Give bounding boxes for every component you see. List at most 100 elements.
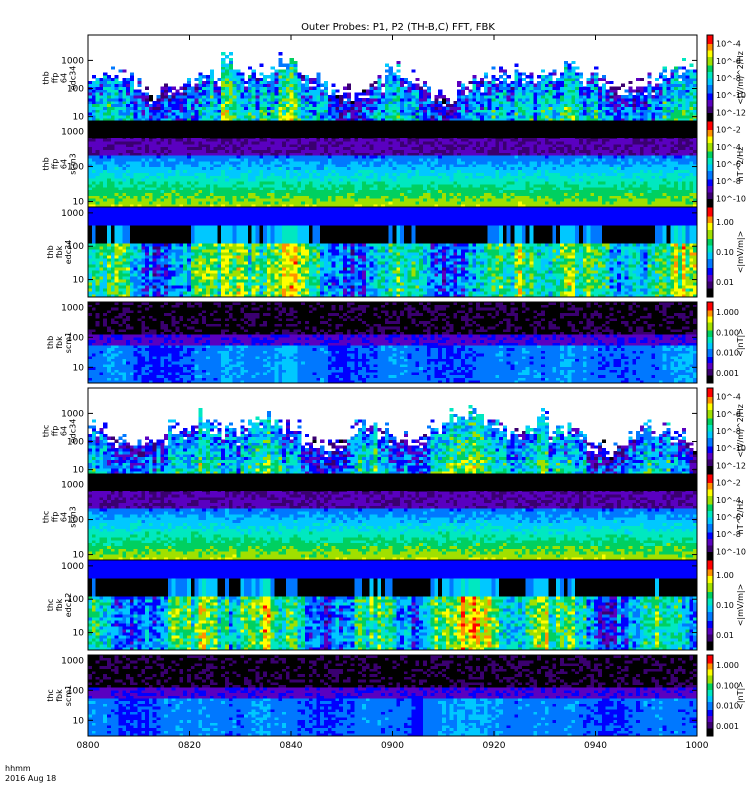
cell (187, 204, 192, 208)
cell (270, 164, 275, 168)
cell (601, 92, 606, 96)
cell (305, 166, 310, 171)
cell (563, 89, 568, 93)
cell (681, 95, 686, 99)
cell (590, 83, 595, 87)
cell (156, 184, 161, 188)
cell (350, 158, 355, 162)
cell (461, 118, 466, 122)
cell (213, 166, 218, 171)
cell (293, 143, 298, 148)
cell (415, 178, 420, 182)
cell (628, 80, 633, 85)
cell (293, 198, 298, 202)
cell (411, 178, 416, 182)
cell (198, 112, 203, 116)
cell (289, 155, 294, 159)
cell (327, 152, 332, 156)
cell (194, 83, 199, 87)
cell (263, 103, 268, 107)
cell (91, 100, 96, 105)
cell (114, 86, 119, 90)
cell (285, 158, 290, 162)
cell (324, 195, 329, 199)
cell (415, 103, 420, 107)
cell (681, 92, 686, 96)
cell (145, 192, 150, 196)
cell (190, 103, 195, 107)
cell (285, 75, 290, 79)
cell (183, 89, 188, 93)
cell (381, 164, 386, 168)
cell (560, 115, 565, 119)
cell (171, 164, 176, 168)
cell (225, 141, 230, 145)
cell (346, 86, 351, 90)
cell (548, 106, 553, 110)
cell (251, 121, 256, 125)
cell (305, 89, 310, 93)
cell (110, 204, 115, 208)
cell (259, 164, 264, 168)
cell (206, 106, 211, 110)
cell (472, 109, 477, 113)
cell (247, 83, 252, 87)
cell (571, 66, 576, 70)
cell (289, 112, 294, 116)
cell (259, 63, 264, 67)
cell (274, 118, 279, 122)
cell (91, 121, 96, 125)
cell (400, 80, 405, 85)
cell (148, 118, 153, 122)
cell (305, 146, 310, 150)
cell (107, 103, 112, 107)
cell (152, 164, 157, 168)
cell (263, 204, 268, 208)
cell (666, 92, 671, 96)
cell (693, 78, 698, 82)
cell (164, 169, 169, 173)
cell (137, 181, 142, 185)
cell (388, 66, 393, 70)
cell (655, 109, 660, 113)
cell (312, 192, 317, 196)
cell (110, 92, 115, 96)
cell (91, 132, 96, 136)
cell (228, 103, 233, 107)
cell (247, 181, 252, 185)
cell (445, 100, 450, 105)
cell (586, 109, 591, 113)
cell (407, 103, 412, 107)
cell (384, 164, 389, 168)
cell (107, 92, 112, 96)
cell (392, 138, 397, 142)
cell (137, 149, 142, 153)
cell (426, 118, 431, 122)
cell (407, 186, 412, 191)
cell (658, 112, 663, 116)
cell (126, 172, 131, 176)
cell (320, 146, 325, 150)
cell (259, 100, 264, 105)
cell (251, 138, 256, 142)
cell (655, 92, 660, 96)
cell (548, 75, 553, 79)
cell (373, 161, 378, 165)
cell (560, 98, 565, 102)
cell (278, 69, 283, 73)
cell (297, 100, 302, 105)
cell (331, 100, 336, 105)
cell (339, 152, 344, 156)
cell (445, 118, 450, 122)
cell (190, 204, 195, 208)
cell (343, 195, 348, 199)
cell (137, 78, 142, 82)
cell (244, 169, 249, 173)
cell (122, 141, 127, 145)
cell (540, 86, 545, 90)
cell (129, 201, 134, 205)
cell (95, 106, 100, 110)
cell (107, 164, 112, 168)
cell (586, 106, 591, 110)
cell (301, 121, 306, 125)
